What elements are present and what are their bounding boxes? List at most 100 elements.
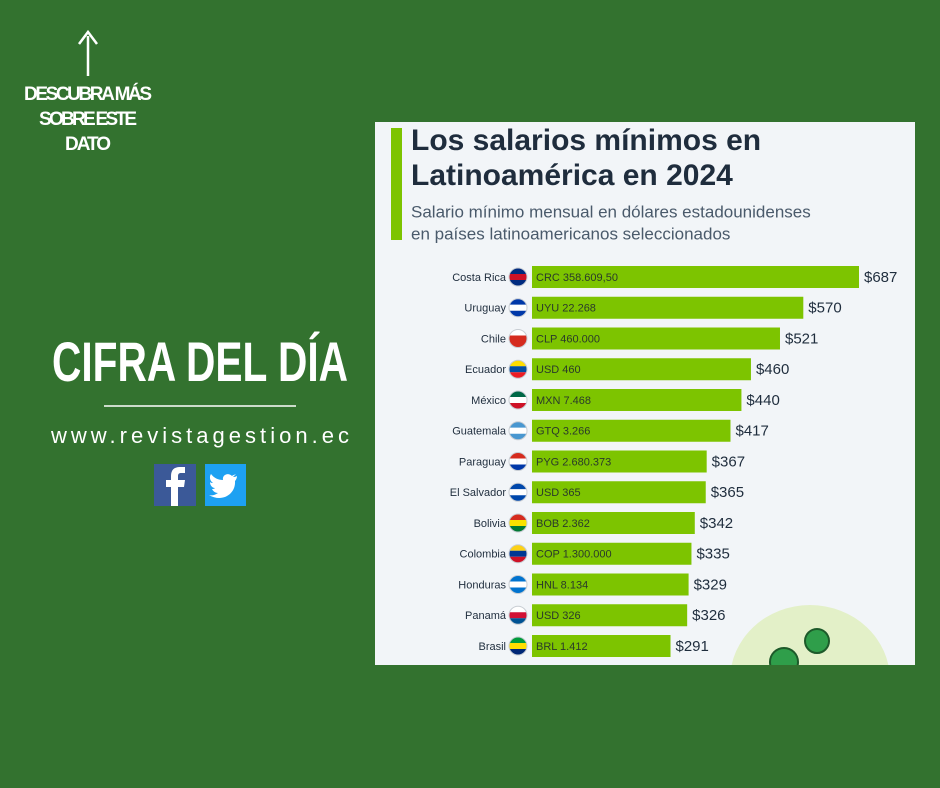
flag-stripe — [509, 366, 527, 372]
bar — [532, 635, 671, 657]
coin — [769, 647, 799, 665]
flag-stripe — [509, 280, 527, 286]
flag-stripe — [509, 545, 527, 551]
category-label: Brasil — [478, 641, 506, 653]
bar — [532, 419, 731, 442]
decoration — [731, 605, 889, 665]
flag-stripe — [509, 514, 527, 520]
local-currency-label: CRC 358.609,50 — [536, 272, 618, 284]
flag-stripe — [509, 483, 527, 489]
flag-stripe — [509, 618, 527, 624]
bar — [532, 573, 689, 596]
value-label: $365 — [711, 484, 744, 501]
local-currency-label: USD 326 — [536, 610, 581, 622]
category-label: Guatemala — [452, 426, 507, 438]
value-label: $367 — [712, 453, 745, 470]
flag-stripe — [509, 495, 527, 501]
flag-stripe — [509, 649, 527, 655]
website[interactable]: www.revistagestion.ec — [50, 423, 349, 448]
flag-ring — [508, 359, 528, 379]
flag-ring — [508, 605, 528, 625]
flag-stripe — [509, 403, 527, 409]
flag-stripe — [509, 576, 527, 582]
flag-ring — [508, 513, 528, 533]
bar — [532, 389, 742, 411]
flag-stripe — [509, 397, 527, 403]
flag-stripe — [509, 274, 527, 280]
value-label: $326 — [692, 607, 725, 624]
value-label: $329 — [694, 576, 727, 593]
flag-stripe — [509, 360, 527, 366]
local-currency-label: GTQ 3.266 — [536, 426, 590, 438]
flag-stripe — [509, 268, 527, 274]
link-hint[interactable]: DESCUBRA MÁS SOBRE ESTE DATO — [24, 29, 152, 155]
flag-stripe — [509, 526, 527, 532]
local-currency-label: BRL 1.412 — [536, 641, 588, 653]
category-label: Chile — [481, 333, 506, 345]
local-currency-label: BOB 2.362 — [536, 518, 590, 530]
bar — [532, 604, 688, 627]
flag-stripe — [509, 422, 527, 428]
facebook-icon[interactable] — [154, 464, 196, 506]
bar — [532, 358, 751, 381]
value-label: $342 — [700, 515, 733, 532]
local-currency-label: CLP 460.000 — [536, 333, 600, 345]
flag-ring — [508, 482, 528, 502]
local-currency-label: MXN 7.468 — [536, 395, 591, 407]
headline: CIFRA DEL DÍA — [52, 330, 348, 393]
flag-stripe — [509, 372, 527, 378]
link-hint-text: DATO — [65, 134, 111, 155]
flag-stripe — [509, 434, 527, 440]
local-currency-label: PYG 2.680.373 — [536, 456, 611, 468]
flag-stripe — [509, 557, 527, 563]
chart-title: Latinoamérica en 2024 — [411, 159, 733, 192]
facebook-glyph — [166, 467, 185, 506]
category-label: El Salvador — [450, 487, 507, 499]
value-label: $440 — [746, 392, 779, 409]
category-label: México — [471, 395, 506, 407]
chart-subtitle: Salario mínimo mensual en dólares estado… — [411, 202, 811, 221]
value-label: $291 — [676, 638, 709, 655]
flag-ring — [508, 298, 528, 318]
local-currency-label: COP 1.300.000 — [536, 549, 612, 561]
flag-stripe — [509, 588, 527, 594]
flag-stripe — [509, 391, 527, 397]
flag-ring — [508, 267, 528, 287]
bar — [532, 481, 706, 504]
value-label: $687 — [864, 269, 897, 286]
flag-stripe — [509, 582, 527, 588]
value-label: $570 — [808, 300, 841, 317]
category-label: Colombia — [460, 549, 507, 561]
value-label: $417 — [735, 423, 768, 440]
category-label: Honduras — [458, 579, 506, 591]
link-hint-text: DESCUBRA MÁS — [24, 83, 152, 105]
chart-title: Los salarios mínimos en — [411, 124, 761, 157]
title-accent — [391, 128, 402, 240]
local-currency-label: USD 365 — [536, 487, 581, 499]
coin — [804, 628, 830, 654]
bar — [532, 296, 804, 319]
flag-ring — [508, 390, 528, 410]
flag-ring — [508, 329, 528, 348]
flag-stripe — [509, 465, 527, 471]
flag-stripe — [509, 637, 527, 643]
local-currency-label: USD 460 — [536, 364, 581, 376]
flag-ring — [508, 544, 528, 564]
bar — [532, 512, 695, 534]
category-label: Uruguay — [464, 303, 506, 315]
flag-ring — [508, 575, 528, 594]
plot: Costa Rica CRC 358.609,50 $687 Uruguay UYU 2… — [450, 266, 897, 657]
flag-stripe — [509, 612, 527, 618]
flag-stripe — [509, 520, 527, 526]
value-label: $335 — [696, 546, 729, 563]
flag-ring — [508, 452, 528, 471]
twitter-icon[interactable] — [205, 464, 246, 506]
local-currency-label: HNL 8.134 — [536, 579, 588, 591]
category-label: Ecuador — [465, 364, 506, 376]
category-label: Costa Rica — [452, 272, 507, 284]
flag-stripe — [509, 311, 527, 317]
bar — [532, 542, 692, 565]
flag-stripe — [509, 342, 527, 348]
category-label: Bolivia — [474, 518, 507, 530]
